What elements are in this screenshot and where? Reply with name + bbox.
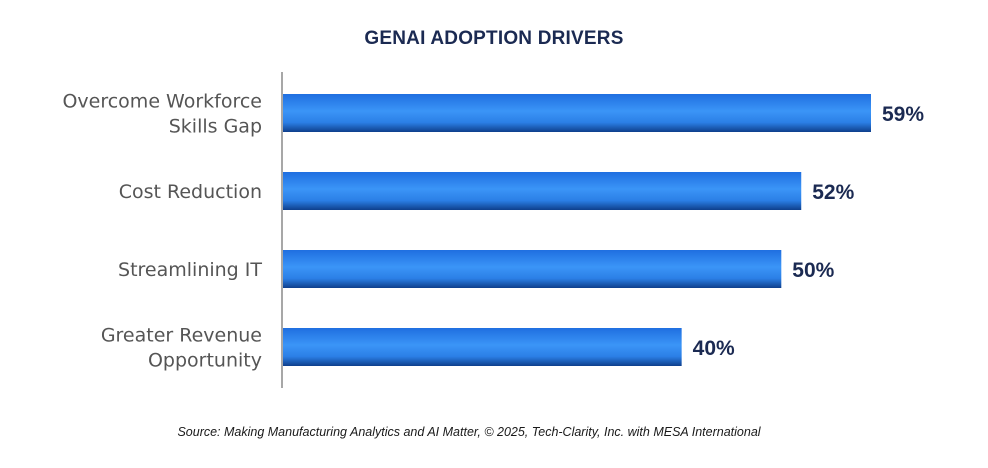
chart-title: GENAI ADOPTION DRIVERS xyxy=(364,28,624,49)
category-label-0-1: Skills Gap xyxy=(169,116,262,138)
category-label-1-0: Cost Reduction xyxy=(119,181,262,203)
value-label-0: 59% xyxy=(882,103,924,126)
category-label-0-0: Overcome Workforce xyxy=(62,91,262,113)
category-label-3-1: Opportunity xyxy=(148,350,262,372)
category-label-2-0: Streamlining IT xyxy=(118,259,262,281)
value-label-2: 50% xyxy=(792,259,834,282)
bar-1 xyxy=(283,172,802,210)
bar-0 xyxy=(283,94,871,132)
source-note: Source: Making Manufacturing Analytics a… xyxy=(177,425,761,439)
category-label-3-0: Greater Revenue xyxy=(101,325,262,347)
bar-2 xyxy=(283,250,782,288)
bar-3 xyxy=(283,328,682,366)
value-label-1: 52% xyxy=(812,181,854,204)
value-label-3: 40% xyxy=(693,337,735,360)
